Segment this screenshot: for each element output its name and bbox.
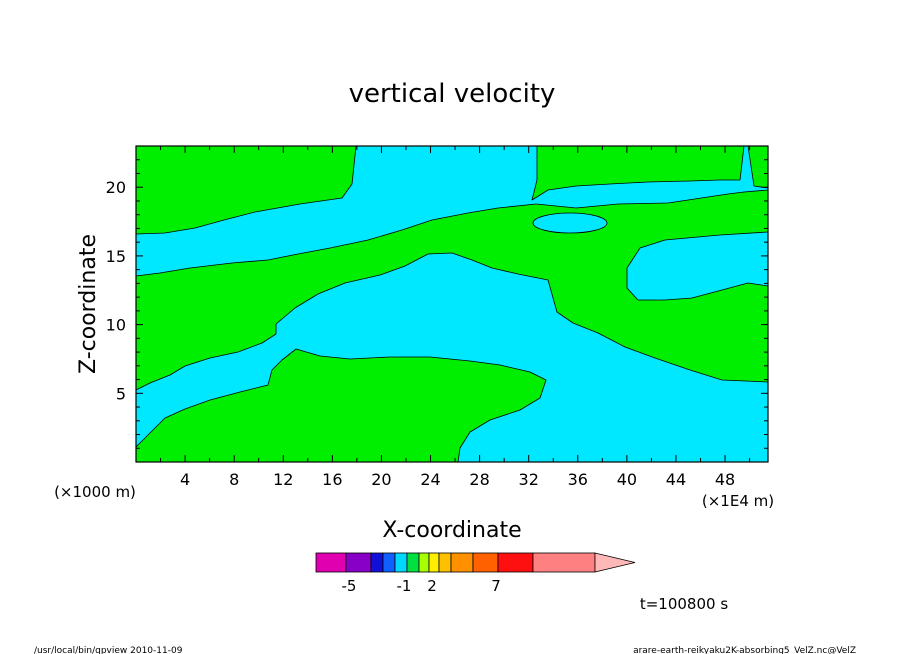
y-axis: 5 10 15 20 [106,145,768,449]
y-tick-label: 5 [116,384,126,403]
positive-region-middle [135,189,769,391]
positive-region-upper-right [531,145,745,201]
colorbar-segment [450,552,474,573]
x-tick-label: 48 [715,470,735,489]
colorbar-segment [497,552,534,573]
x-tick-label: 4 [180,470,190,489]
colorbar-tick-label: -1 [397,577,412,595]
y-tick-label: 10 [106,316,126,335]
x-axis: 4 8 12 16 20 24 28 32 36 40 44 48 [160,146,751,489]
x-tick-label: 24 [420,470,440,489]
positive-region-upper-left [135,145,357,235]
x-tick-label: 12 [273,470,293,489]
x-tick-label: 44 [666,470,686,489]
colorbar-segment [345,552,372,573]
colorbar-segment [315,552,347,573]
chart-title: vertical velocity [349,79,556,109]
colorbar-segment [438,552,452,573]
plot-area [135,145,769,463]
y-tick-label: 15 [106,247,126,266]
y-tick-label: 20 [106,178,126,197]
colorbar-segment [370,552,384,573]
x-tick-label: 36 [568,470,588,489]
x-tick-label: 16 [322,470,342,489]
x-tick-label: 40 [617,470,637,489]
colorbar-tick-label: 2 [427,577,437,595]
colorbar-segment [394,552,408,573]
x-tick-label: 28 [469,470,489,489]
plot-frame [135,145,769,463]
colorbar-arrow [594,552,636,573]
time-label: t=100800 s [640,595,728,613]
colorbar-segment [418,552,430,573]
footer-right: arare-earth-reikyaku2K-absorbing5_VelZ.n… [633,646,856,654]
x-scale-note-left: (×1000 m) [54,483,136,501]
y-axis-label: Z-coordinate [76,234,101,374]
colorbar-segment [428,552,440,573]
colorbar-labels: -5 -1 2 7 [342,577,501,595]
positive-region-lower [135,348,547,463]
x-scale-note-right: (×1E4 m) [702,492,774,510]
x-axis-label: X-coordinate [382,518,521,543]
negative-cell-upper [532,212,608,234]
x-tick-label: 20 [371,470,391,489]
footer-left: /usr/local/bin/gpview 2010-11-09 [34,646,183,654]
colorbar [315,552,636,573]
colorbar-tick-label: -5 [342,577,357,595]
colorbar-tick-label: 7 [491,577,501,595]
colorbar-segment [382,552,396,573]
x-tick-label: 8 [229,470,239,489]
colorbar-segment [472,552,499,573]
x-tick-label: 32 [519,470,539,489]
colorbar-segment [406,552,420,573]
colorbar-segment [532,552,596,573]
